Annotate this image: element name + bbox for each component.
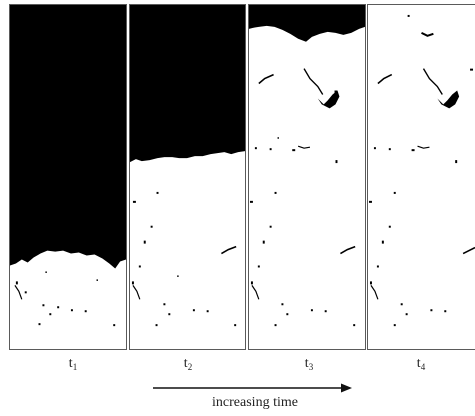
label-t3: t3 — [304, 356, 314, 372]
time-arrow — [153, 383, 352, 393]
label-t2: t2 — [183, 356, 193, 372]
panel-t4 — [367, 4, 475, 350]
arrow-caption: increasing time — [212, 395, 298, 410]
panel-t4-image — [368, 14, 475, 327]
dark-region — [10, 5, 126, 269]
panel-t1-image — [10, 5, 126, 327]
label-t4: t4 — [416, 356, 426, 372]
dark-region — [249, 5, 365, 42]
label-t1: t1 — [68, 356, 78, 372]
panel-t1 — [9, 4, 127, 350]
panel-t3 — [248, 4, 366, 350]
panel-t3-image — [249, 5, 365, 327]
dark-region — [130, 5, 245, 163]
panel-t2 — [129, 4, 246, 350]
panel-t2-image — [130, 5, 245, 327]
